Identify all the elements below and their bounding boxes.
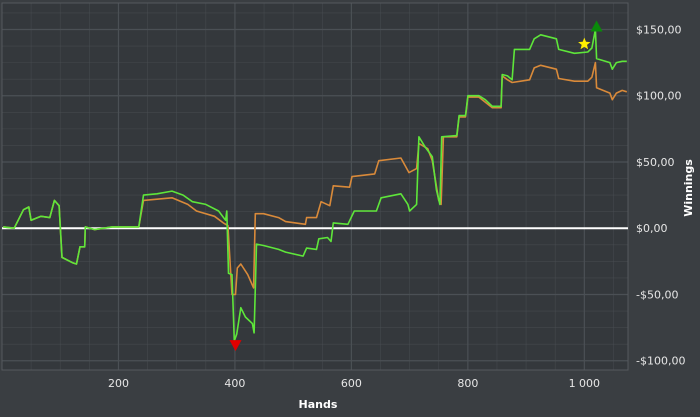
grid	[1, 2, 629, 371]
y-tick-label: -$100,00	[636, 355, 685, 368]
x-axis-title: Hands	[299, 398, 338, 411]
y-axis-title: Winnings	[682, 159, 695, 217]
series-group	[3, 28, 628, 342]
y-tick-label: $0,00	[636, 222, 668, 235]
x-tick-label: 200	[108, 377, 129, 390]
y-tick-label: $150,00	[636, 23, 682, 36]
x-axis-ticks: 200 400 600 800 1 000	[108, 377, 600, 390]
x-tick-label: 1 000	[569, 377, 601, 390]
x-tick-label: 600	[341, 377, 362, 390]
y-tick-label: -$50,00	[636, 288, 678, 301]
star-marker-icon	[578, 37, 591, 50]
series-line-green	[3, 28, 627, 342]
y-axis-ticks: $150,00 $100,00 $50,00 $0,00 -$50,00 -$100,00	[636, 23, 685, 367]
markers-group	[229, 20, 603, 352]
min-marker-icon	[229, 340, 242, 352]
x-tick-label: 400	[224, 377, 245, 390]
x-tick-label: 800	[457, 377, 478, 390]
plot-area	[2, 3, 628, 370]
max-marker-icon	[590, 20, 603, 32]
y-tick-label: $100,00	[636, 90, 682, 103]
plot-border	[1, 2, 629, 371]
y-tick-label: $50,00	[636, 156, 675, 169]
